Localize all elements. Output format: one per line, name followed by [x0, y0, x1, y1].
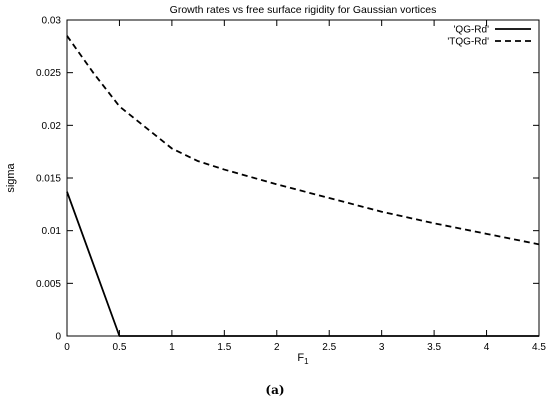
series-line-1 — [66, 35, 540, 246]
y-tick-label: 0.01 — [42, 226, 62, 237]
y-axis-label: sigma — [5, 162, 17, 192]
y-tick-label: 0 — [55, 332, 61, 343]
x-tick-label: 1 — [169, 342, 175, 353]
x-tick-label: 4 — [484, 342, 490, 353]
x-tick-label: 0.5 — [112, 342, 126, 353]
y-tick-label: 0.03 — [42, 16, 62, 27]
series-line-0 — [66, 191, 539, 337]
legend-label: 'TQG-Rd' — [447, 37, 489, 48]
x-tick-label: 4.5 — [532, 342, 546, 353]
x-axis-label: F1 — [297, 352, 309, 366]
legend: 'QG-Rd''TQG-Rd' — [447, 25, 531, 48]
y-tick-label: 0.025 — [36, 68, 61, 79]
y-tick-label: 0.02 — [42, 121, 62, 132]
series-layer — [66, 35, 540, 337]
x-tick-label: 3 — [379, 342, 385, 353]
figure-caption: (a) — [265, 383, 284, 397]
y-tick-label: 0.015 — [36, 174, 61, 185]
x-tick-label: 2.5 — [322, 342, 336, 353]
x-axis-ticks: 0 0.5 1 1.5 2 2.5 3 3.5 4 4.5 — [64, 20, 546, 353]
legend-label: 'QG-Rd' — [454, 25, 490, 36]
x-axis-label-subscript: 1 — [304, 357, 309, 366]
x-axis-label-main: F — [297, 352, 304, 364]
x-tick-label: 2 — [274, 342, 280, 353]
y-tick-label: 0.005 — [36, 279, 61, 290]
x-tick-label: 0 — [64, 342, 70, 353]
x-tick-label: 3.5 — [427, 342, 441, 353]
x-tick-label: 1.5 — [217, 342, 231, 353]
y-axis-ticks: 0 0.005 0.01 0.015 0.02 0.025 0.03 — [36, 16, 539, 343]
chart-title: Growth rates vs free surface rigidity fo… — [170, 4, 437, 16]
